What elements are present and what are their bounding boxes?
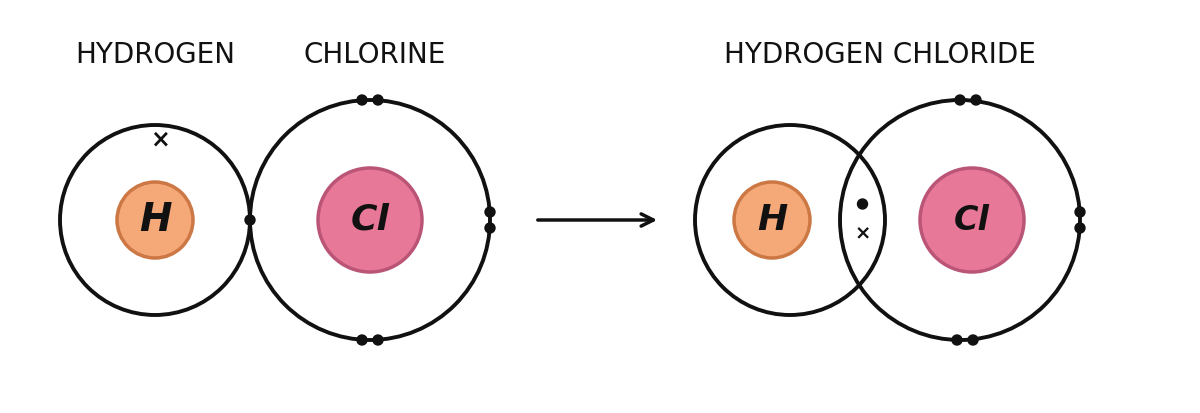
Text: Cl: Cl bbox=[350, 203, 390, 237]
Circle shape bbox=[952, 335, 962, 345]
Circle shape bbox=[968, 335, 978, 345]
Text: Cl: Cl bbox=[954, 204, 990, 237]
Text: HYDROGEN CHLORIDE: HYDROGEN CHLORIDE bbox=[724, 41, 1036, 69]
Circle shape bbox=[245, 215, 256, 225]
Circle shape bbox=[1075, 223, 1085, 233]
Text: H: H bbox=[139, 201, 172, 239]
Circle shape bbox=[734, 182, 810, 258]
Circle shape bbox=[971, 95, 982, 105]
Circle shape bbox=[955, 95, 965, 105]
Text: ×: × bbox=[150, 127, 170, 151]
Circle shape bbox=[318, 168, 422, 272]
Text: CHLORINE: CHLORINE bbox=[304, 41, 446, 69]
Circle shape bbox=[358, 95, 367, 105]
Text: ×: × bbox=[854, 225, 871, 244]
Text: HYDROGEN: HYDROGEN bbox=[74, 41, 235, 69]
Circle shape bbox=[858, 199, 868, 209]
Circle shape bbox=[485, 223, 496, 233]
Circle shape bbox=[1075, 207, 1085, 217]
Text: H: H bbox=[757, 203, 787, 237]
Circle shape bbox=[485, 207, 496, 217]
Circle shape bbox=[118, 182, 193, 258]
Circle shape bbox=[920, 168, 1024, 272]
Circle shape bbox=[358, 335, 367, 345]
Circle shape bbox=[373, 95, 383, 105]
Circle shape bbox=[373, 335, 383, 345]
